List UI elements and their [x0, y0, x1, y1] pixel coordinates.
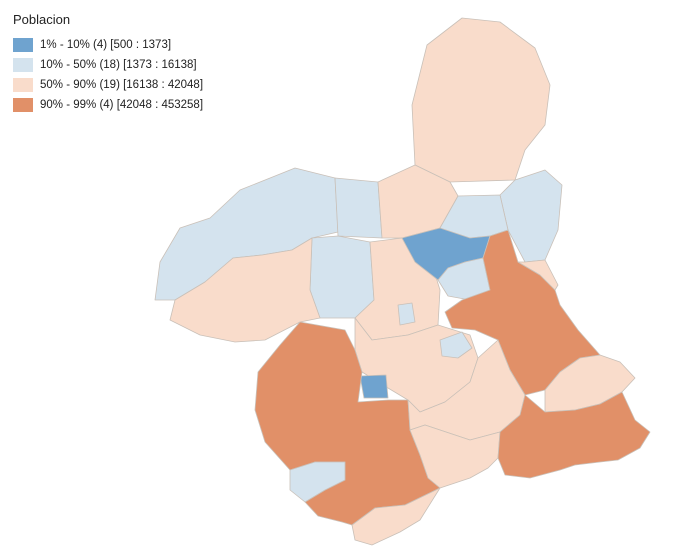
legend-title: Poblacion: [13, 12, 71, 27]
legend-item-3: 50% - 90% (19) [16138 : 42048]: [13, 75, 203, 95]
legend-swatch-1: [13, 38, 33, 52]
municipality-northwest-3: [309, 235, 375, 319]
legend-label-4: 90% - 99% (4) [42048 : 453258]: [40, 99, 204, 111]
municipality-southeast-1: [497, 391, 651, 479]
legend-item-4: 90% - 99% (4) [42048 : 453258]: [13, 95, 203, 115]
legend-label-1: 1% - 10% (4) [500 : 1373]: [40, 39, 172, 51]
legend-swatch-4: [13, 98, 33, 112]
municipality-centre-4: [439, 331, 473, 359]
map-legend: Poblacion 1% - 10% (4) [500 : 1373] 10% …: [13, 12, 203, 115]
legend-swatch-2: [13, 58, 33, 72]
legend-label-3: 50% - 90% (19) [16138 : 42048]: [40, 79, 204, 91]
municipality-south-blue: [359, 374, 389, 399]
legend-label-2: 10% - 50% (18) [1373 : 16138]: [40, 59, 197, 71]
municipality-south-4: [289, 461, 346, 503]
municipality-northwest-2: [334, 177, 383, 239]
municipality-south-3: [351, 487, 441, 546]
municipality-north-1: [411, 17, 551, 183]
municipality-west-1: [169, 237, 321, 343]
legend-item-2: 10% - 50% (18) [1373 : 16138]: [13, 55, 203, 75]
municipality-centre-2: [397, 302, 416, 326]
municipality-south-2: [409, 424, 501, 489]
municipality-east-2: [517, 259, 559, 291]
legend-item-1: 1% - 10% (4) [500 : 1373]: [13, 35, 203, 55]
legend-swatch-3: [13, 78, 33, 92]
